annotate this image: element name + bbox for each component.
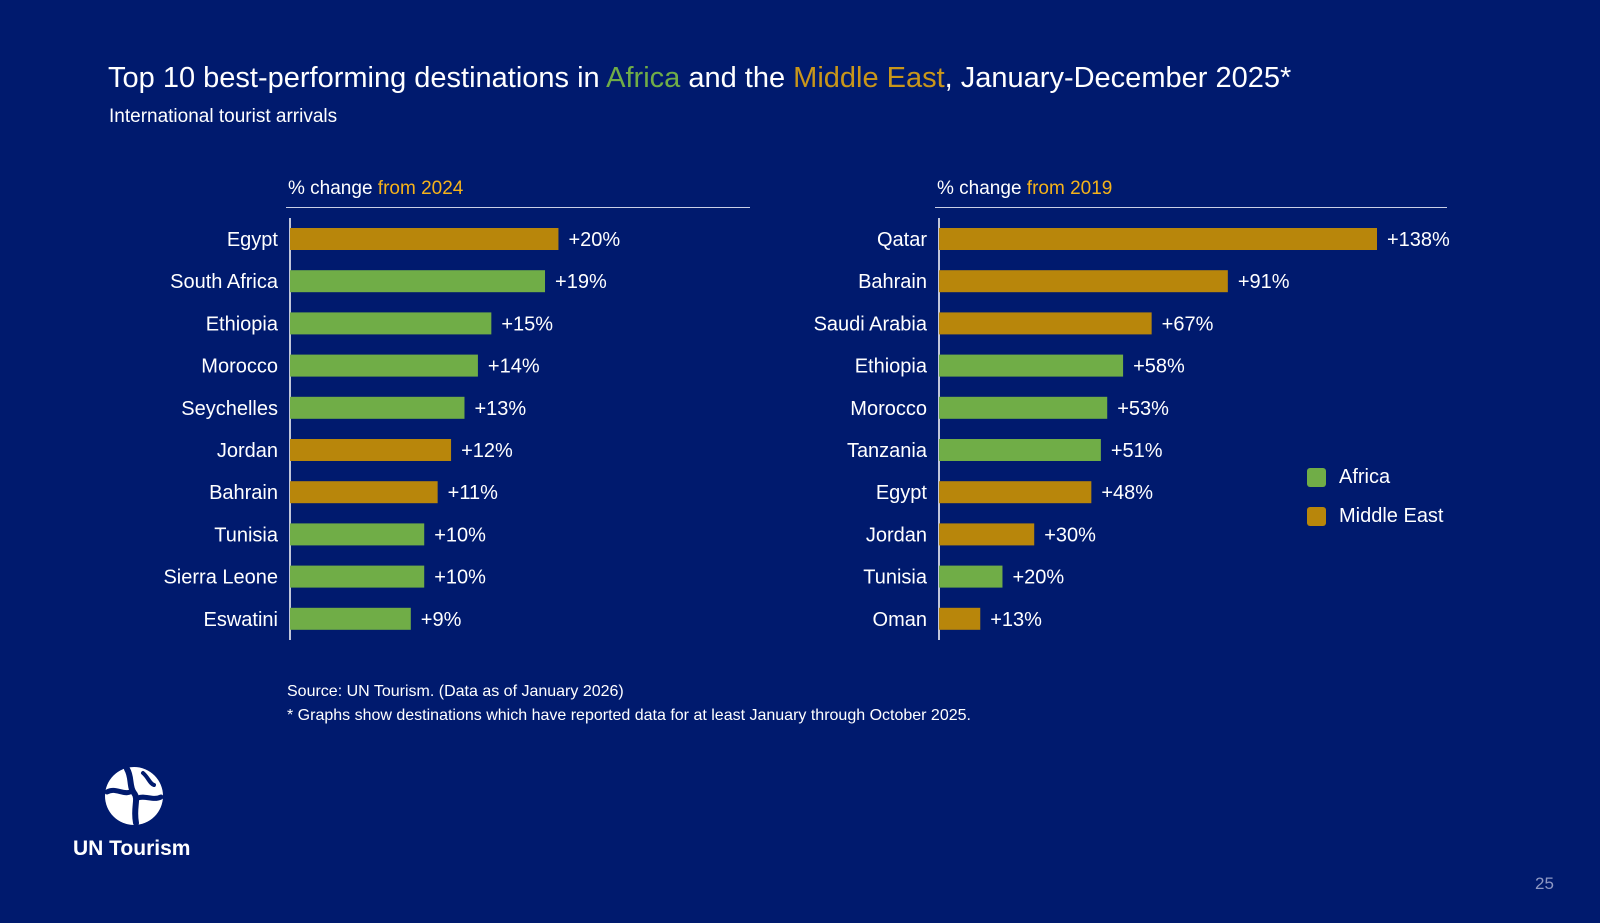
title-part-2: and the [680, 62, 794, 94]
legend-swatch-middle-east [1307, 507, 1326, 526]
right-bar-egypt [939, 481, 1092, 504]
right-category-label-ethiopia: Ethiopia [855, 356, 928, 378]
title-africa: Africa [606, 62, 681, 94]
right-value-label-jordan: +30% [1044, 524, 1096, 546]
right-bar-oman [939, 607, 981, 630]
right-bar-bahrain [939, 270, 1228, 293]
left-value-label-ethiopia: +15% [501, 313, 553, 335]
right-bar-tunisia [939, 565, 1003, 588]
legend-label-middle-east: Middle East [1339, 505, 1444, 527]
left-value-label-sierra-leone: +10% [434, 567, 486, 589]
right-bar-chart: Qatar +138% Bahrain +91% Saudi Arabia +67% Eth… [814, 218, 1450, 640]
right-category-label-bahrain: Bahrain [858, 271, 927, 293]
left-value-label-bahrain: +11% [448, 482, 498, 504]
page-number: 25 [1535, 874, 1554, 893]
logo-text: UN Tourism [73, 837, 191, 860]
right-chart-title-rule [935, 207, 1447, 208]
left-category-label-egypt: Egypt [227, 229, 279, 251]
left-bar-bahrain [290, 481, 438, 504]
right-chart-title-highlight: from 2019 [1026, 178, 1113, 199]
right-bar-morocco [939, 396, 1108, 419]
un-tourism-globe-icon [104, 766, 164, 826]
right-value-label-tunisia: +20% [1012, 567, 1064, 589]
right-value-label-bahrain: +91% [1238, 271, 1290, 293]
right-category-label-oman: Oman [873, 609, 927, 631]
left-category-label-tunisia: Tunisia [214, 524, 279, 546]
left-value-label-morocco: +14% [488, 356, 540, 378]
slide-title: Top 10 best-performing destinations in A… [108, 62, 1291, 95]
right-value-label-saudi-arabia: +67% [1162, 313, 1214, 335]
left-chart-title-prefix: % change [288, 178, 378, 199]
legend-item-middle-east: Middle East [1307, 497, 1444, 536]
left-value-label-jordan: +12% [461, 440, 513, 462]
left-chart-title: % change from 2024 [288, 178, 463, 200]
left-category-label-sierra-leone: Sierra Leone [163, 567, 278, 589]
left-value-label-south-africa: +19% [555, 271, 607, 293]
left-value-label-seychelles: +13% [474, 398, 526, 420]
right-bar-ethiopia [939, 354, 1124, 377]
source-text: Source: UN Tourism. (Data as of January … [287, 683, 624, 700]
title-middle-east: Middle East [793, 62, 945, 94]
left-bar-jordan [290, 439, 452, 461]
right-category-label-egypt: Egypt [876, 482, 928, 504]
left-category-label-morocco: Morocco [201, 356, 278, 378]
right-category-label-qatar: Qatar [877, 229, 927, 251]
right-bar-saudi-arabia [939, 312, 1152, 335]
right-category-label-morocco: Morocco [850, 398, 927, 420]
footnote-text: * Graphs show destinations which have re… [287, 707, 971, 724]
right-category-label-saudi-arabia: Saudi Arabia [814, 313, 928, 335]
right-chart-title-prefix: % change [937, 178, 1027, 199]
legend-swatch-africa [1307, 468, 1326, 487]
left-bar-ethiopia [290, 312, 492, 335]
left-value-label-tunisia: +10% [434, 524, 486, 546]
source-notes: Source: UN Tourism. (Data as of January … [287, 680, 971, 728]
left-category-label-ethiopia: Ethiopia [206, 313, 279, 335]
left-bar-morocco [290, 354, 478, 377]
left-category-label-south-africa: South Africa [170, 271, 279, 293]
right-value-label-ethiopia: +58% [1133, 356, 1185, 378]
left-bar-seychelles [290, 396, 465, 419]
right-bar-tanzania [939, 439, 1101, 461]
slide-subtitle: International tourist arrivals [109, 106, 338, 127]
left-category-label-jordan: Jordan [217, 440, 278, 462]
right-value-label-tanzania: +51% [1111, 440, 1163, 462]
left-value-label-egypt: +20% [568, 229, 620, 251]
left-category-label-eswatini: Eswatini [204, 609, 278, 631]
right-bar-jordan [939, 523, 1035, 546]
title-part-3: , January-December 2025* [944, 62, 1292, 94]
right-value-label-morocco: +53% [1117, 398, 1169, 420]
right-chart-title: % change from 2019 [937, 178, 1112, 200]
left-bar-egypt [290, 228, 559, 250]
right-category-label-tanzania: Tanzania [847, 440, 928, 462]
left-bar-south-africa [290, 270, 546, 293]
left-chart-title-highlight: from 2024 [377, 178, 464, 199]
left-chart-title-rule [286, 207, 750, 208]
left-value-label-eswatini: +9% [421, 609, 462, 631]
right-bar-qatar [939, 228, 1377, 250]
right-category-label-tunisia: Tunisia [863, 567, 928, 589]
right-value-label-egypt: +48% [1101, 482, 1153, 504]
left-bar-tunisia [290, 523, 425, 546]
left-bar-sierra-leone [290, 565, 425, 588]
legend: Africa Middle East [1307, 458, 1444, 536]
left-category-label-bahrain: Bahrain [209, 482, 278, 504]
right-value-label-qatar: +138% [1387, 229, 1450, 251]
left-category-label-seychelles: Seychelles [181, 398, 278, 420]
right-category-label-jordan: Jordan [866, 524, 927, 546]
title-part-1: Top 10 best-performing destinations in [108, 62, 607, 94]
left-bar-eswatini [290, 607, 411, 630]
right-value-label-oman: +13% [990, 609, 1042, 631]
legend-label-africa: Africa [1339, 466, 1391, 488]
left-bar-chart: Egypt +20% South Africa +19% Ethiopia +15% Mor… [163, 218, 620, 640]
legend-item-africa: Africa [1307, 458, 1444, 497]
